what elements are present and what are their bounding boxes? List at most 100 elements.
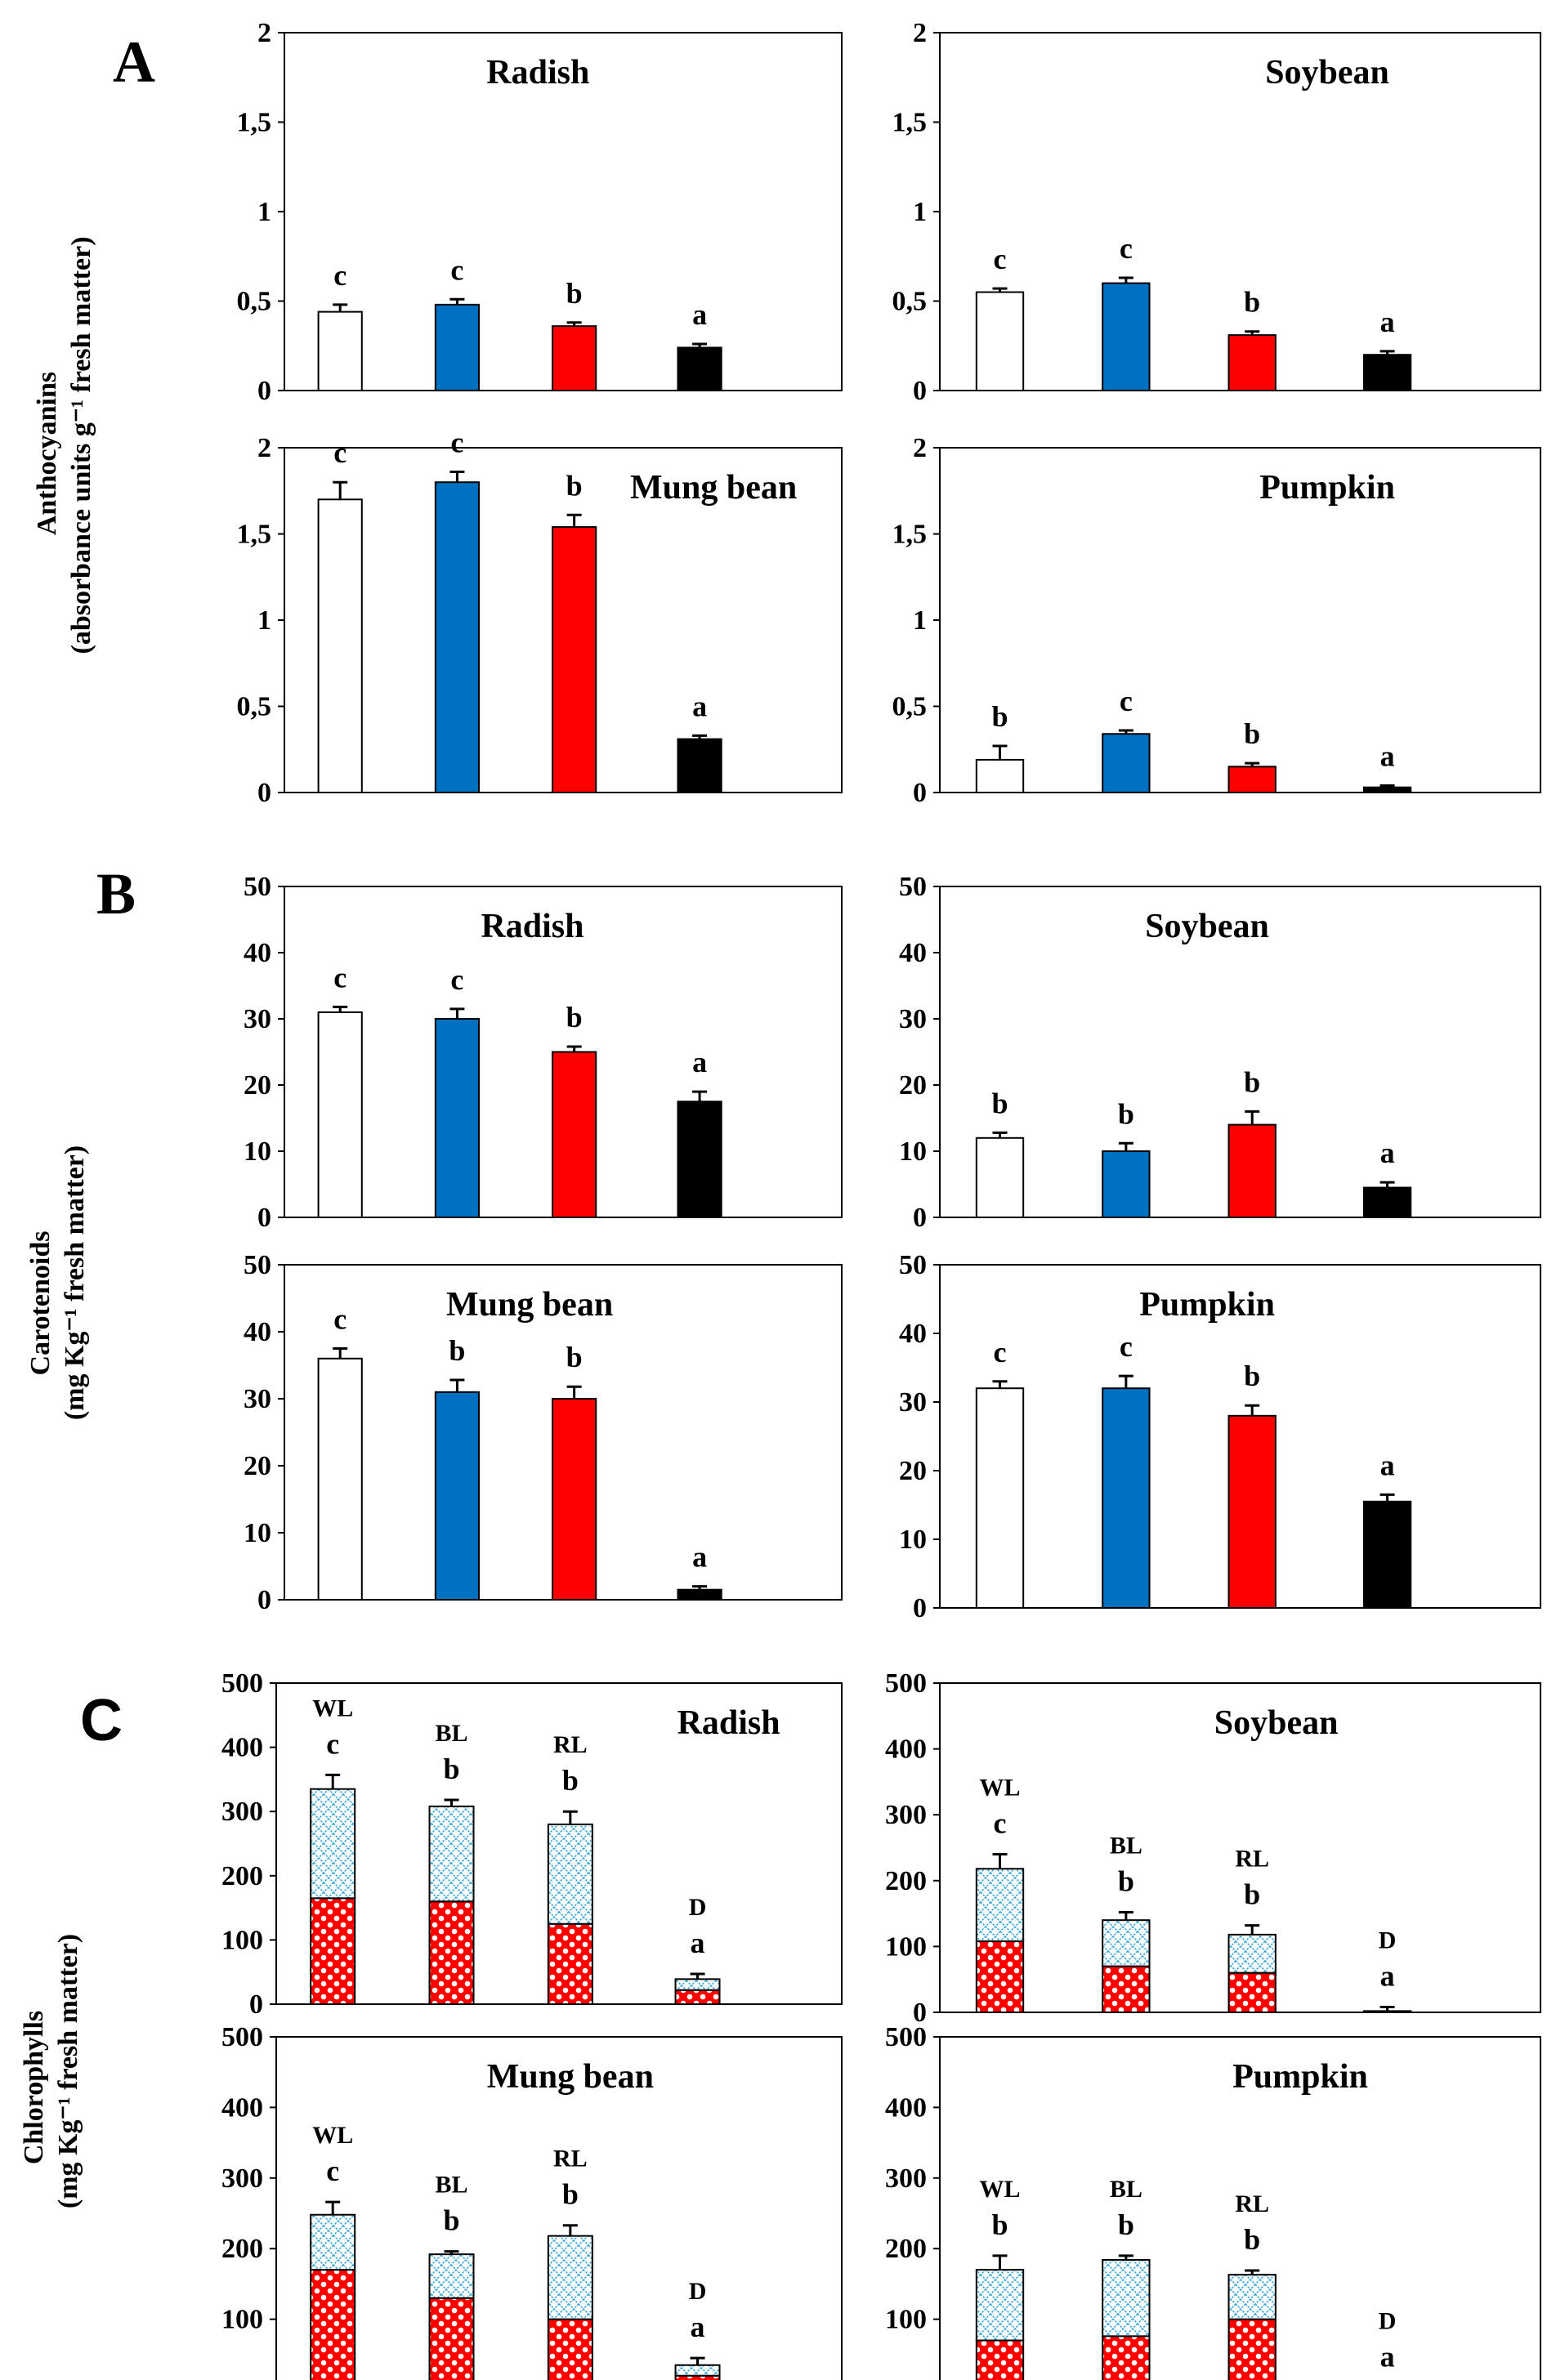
y-tick-label: 40 [244, 938, 271, 968]
bar-segment-chl-a-rl [1227, 2318, 1277, 2380]
y-tick-label: 200 [885, 2234, 927, 2264]
bar-d [1362, 1500, 1412, 1610]
significance-letter: a [692, 298, 707, 331]
ylabel-a-line1: Anthocyanins [32, 372, 62, 535]
y-tick-label: 1 [257, 605, 271, 636]
significance-letter: b [1118, 1864, 1134, 1897]
significance-letter: a [1380, 740, 1395, 773]
y-tick-label: 10 [244, 1518, 271, 1548]
treatment-label: BL [436, 1720, 468, 1747]
bar-bl [1102, 1150, 1151, 1218]
y-tick-label: 0 [913, 376, 927, 406]
bar-d [677, 1588, 722, 1601]
panel-b-mung-bean: 0 10 20 30 40 50 Mung bean c b b a [244, 1250, 843, 1615]
y-tick-label: 0 [257, 1203, 271, 1233]
bar-segment-chl-a-bl [428, 1900, 475, 2005]
y-tick-label: 100 [221, 2305, 263, 2335]
y-tick-label: 50 [244, 1250, 271, 1280]
bar-segment-chl-b-bl [428, 2253, 475, 2299]
significance-letter: a [1380, 2340, 1395, 2373]
y-tick-label: 200 [221, 1861, 263, 1891]
bar-rl [552, 1398, 597, 1601]
y-tick-label: 1,5 [892, 108, 928, 138]
treatment-label: D [1379, 1927, 1397, 1954]
treatment-label: RL [553, 2146, 588, 2172]
y-tick-label: 0 [913, 1203, 927, 1233]
y-tick-label: 100 [885, 1931, 927, 1962]
y-tick-label: 0,5 [237, 692, 272, 722]
significance-letter: a [1380, 1960, 1395, 1993]
significance-letter: a [1380, 1136, 1395, 1169]
y-tick-label: 1 [913, 197, 927, 227]
y-tick-label: 50 [244, 872, 271, 902]
y-tick-label: 2 [257, 18, 271, 48]
bar-d [677, 346, 722, 392]
significance-letter: b [566, 1001, 583, 1034]
bar-segment-chl-b-d [1362, 2010, 1412, 2013]
significance-letter: b [444, 1753, 460, 1785]
y-tick-label: 2 [257, 433, 271, 463]
plot-frame [275, 2036, 843, 2380]
treatment-label: WL [979, 1775, 1020, 1802]
bar-rl [552, 325, 597, 391]
bar-wl [975, 758, 1025, 793]
significance-letter: a [692, 690, 707, 722]
bar-segment-chl-a-rl [1227, 1971, 1277, 2013]
y-tick-label: 300 [221, 2163, 263, 2194]
y-tick-label: 0,5 [892, 692, 928, 722]
bar-segment-chl-a-wl [975, 2339, 1025, 2380]
bar-segment-chl-a-wl [310, 2269, 356, 2380]
bar-wl [317, 310, 363, 392]
panel-title: Mung bean [446, 1286, 613, 1324]
treatment-label: D [689, 1894, 707, 1921]
bar-rl [552, 1051, 597, 1218]
treatment-label: BL [1110, 1832, 1142, 1859]
y-tick-label: 20 [244, 1070, 271, 1101]
ylabel-c-line1: Chlorophylls [19, 2011, 49, 2164]
bar-rl [552, 526, 597, 793]
bar-wl [975, 1387, 1025, 1609]
y-tick-label: 40 [899, 938, 927, 968]
bar-segment-chl-b-rl [547, 1823, 593, 1925]
significance-letter: a [1380, 1449, 1395, 1481]
y-tick-label: 500 [221, 1668, 263, 1699]
panel-a-pumpkin: 0 0,5 1 1,5 2 Pumpkin b c b a [892, 433, 1541, 808]
bar-segment-chl-b-bl [1102, 1919, 1151, 1967]
panel-title: Soybean [1214, 1704, 1339, 1742]
significance-letter: c [333, 961, 347, 994]
panel-title: Soybean [1145, 908, 1269, 945]
significance-letter: b [991, 700, 1008, 733]
significance-letter: b [991, 2208, 1008, 2241]
significance-letter: b [566, 1341, 583, 1373]
y-tick-label: 10 [244, 1136, 271, 1167]
bar-wl [975, 1136, 1025, 1219]
plot-frame [939, 2036, 1541, 2380]
treatment-label: RL [553, 1731, 588, 1758]
bar-segment-chl-b-wl [310, 1788, 356, 1900]
y-tick-label: 1,5 [237, 520, 272, 550]
treatment-label: D [689, 2278, 707, 2305]
significance-letter: b [444, 2204, 460, 2237]
significance-letter: c [450, 963, 463, 996]
bar-bl [1102, 1387, 1151, 1609]
bar-segment-chl-b-rl [1227, 2274, 1277, 2320]
ylabel-b-line1: Carotenoids [25, 1231, 56, 1376]
significance-letter: b [566, 469, 583, 502]
panel-c-pumpkin: 0 100 200 300 400 500 Pumpkin b WL b BL b RL aD [885, 2022, 1541, 2380]
y-tick-label: 0 [257, 1585, 271, 1615]
bar-segment-chl-a-bl [1102, 2335, 1151, 2380]
panel-title: Radish [486, 54, 589, 92]
significance-letter: a [692, 1046, 707, 1078]
panel-c-radish: 0 100 200 300 400 500 Radish c WL b BL b RL aD [221, 1668, 843, 2020]
significance-letter: c [333, 436, 347, 469]
treatment-label: BL [1110, 2176, 1142, 2203]
panel-title: Radish [481, 908, 584, 945]
treatment-label: WL [312, 1695, 353, 1721]
y-tick-label: 300 [221, 1797, 263, 1827]
significance-letter: b [1244, 2223, 1260, 2256]
y-tick-label: 400 [885, 2092, 927, 2123]
panel-a-soybean: 0 0,5 1 1,5 2 Soybean c c b a [892, 18, 1541, 406]
panel-title: Radish [677, 1704, 780, 1742]
